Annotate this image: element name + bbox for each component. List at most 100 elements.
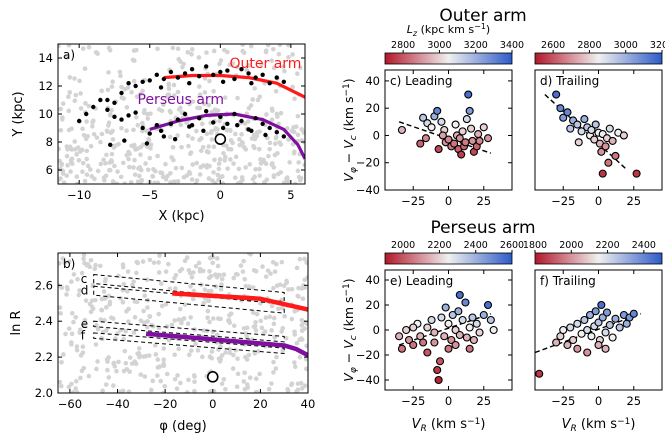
background-star <box>187 270 193 276</box>
star-point <box>465 106 474 115</box>
arm-star <box>232 76 237 82</box>
background-star <box>258 318 264 324</box>
background-star <box>125 85 131 91</box>
arm-star <box>211 72 216 78</box>
star-point <box>427 123 436 132</box>
background-star <box>111 145 117 150</box>
arm-star <box>274 130 279 135</box>
background-star <box>210 316 216 321</box>
star-point <box>427 315 436 325</box>
background-star <box>148 111 153 116</box>
background-star <box>118 73 123 79</box>
background-star <box>295 293 301 299</box>
y-tick-label: 0 <box>373 323 380 337</box>
background-star <box>286 44 291 48</box>
y-tick-label: −40 <box>356 373 380 387</box>
background-star <box>84 119 89 124</box>
background-star <box>297 354 303 360</box>
star-point <box>585 310 595 320</box>
star-point <box>583 348 592 357</box>
star-point <box>444 319 453 328</box>
background-star <box>271 165 277 170</box>
star-point <box>472 319 481 328</box>
background-star <box>76 292 82 298</box>
background-star <box>188 151 193 157</box>
background-star <box>163 301 169 307</box>
background-star <box>292 308 297 314</box>
background-star <box>84 148 90 154</box>
background-star <box>88 309 94 315</box>
background-star <box>69 311 75 316</box>
label-part: V <box>562 417 572 432</box>
background-star <box>161 361 166 367</box>
background-star <box>158 378 164 384</box>
background-star <box>164 371 170 377</box>
arm-star <box>260 72 265 78</box>
background-star <box>156 107 162 112</box>
star-point <box>438 131 447 140</box>
background-star <box>126 156 131 162</box>
background-star <box>173 165 179 171</box>
arm-star <box>161 134 167 139</box>
background-star <box>253 376 259 382</box>
background-star <box>296 285 301 291</box>
colorbar-tick-label: 2400 <box>632 240 656 251</box>
background-star <box>182 258 188 264</box>
background-star <box>232 175 238 181</box>
background-star <box>275 306 281 312</box>
star-point <box>419 113 428 122</box>
background-star <box>184 120 189 125</box>
background-star <box>215 316 221 321</box>
background-star <box>208 273 214 279</box>
background-star <box>84 156 90 162</box>
background-star <box>233 271 239 277</box>
background-star <box>140 259 146 264</box>
background-star <box>178 380 183 386</box>
background-star <box>170 145 176 150</box>
background-star <box>240 44 245 47</box>
star-point <box>402 325 411 335</box>
star-point <box>434 145 443 154</box>
background-star <box>253 389 259 393</box>
background-star <box>136 166 141 171</box>
perseus-arm-curve <box>149 112 305 160</box>
background-star <box>295 113 301 119</box>
y-tick-label: 40 <box>365 273 380 287</box>
star-point <box>632 169 641 178</box>
panel-f-colorbar <box>534 252 663 265</box>
star-point <box>462 115 471 124</box>
background-star <box>257 371 262 377</box>
y-tick-label: 8 <box>46 135 53 149</box>
star-point <box>461 138 470 147</box>
x-tick-label: 0 <box>445 194 452 208</box>
colorbar-tick-label: 2600 <box>541 40 565 51</box>
star-point <box>611 314 620 323</box>
background-star <box>123 360 129 366</box>
panel-b-border <box>57 252 309 394</box>
background-star <box>179 144 184 150</box>
background-star <box>246 253 252 256</box>
background-star <box>68 169 73 174</box>
background-star <box>82 317 88 323</box>
background-star <box>234 384 240 390</box>
background-star <box>285 388 291 393</box>
y-tick-label: 20 <box>365 298 380 312</box>
background-star <box>134 94 140 99</box>
background-star <box>263 315 269 320</box>
background-star <box>58 158 62 164</box>
star-point <box>611 151 620 160</box>
y-axis-label: Y (kpc) <box>11 91 26 137</box>
background-star <box>64 153 70 159</box>
background-star <box>172 275 177 281</box>
background-star <box>271 321 277 327</box>
arm-star <box>267 125 272 131</box>
arm-star <box>126 113 131 118</box>
arm-star <box>91 104 96 110</box>
arm-star <box>108 142 113 147</box>
background-star <box>231 352 236 358</box>
background-star <box>198 148 204 153</box>
background-star <box>272 141 278 147</box>
background-star <box>161 357 167 363</box>
background-star <box>101 157 106 163</box>
